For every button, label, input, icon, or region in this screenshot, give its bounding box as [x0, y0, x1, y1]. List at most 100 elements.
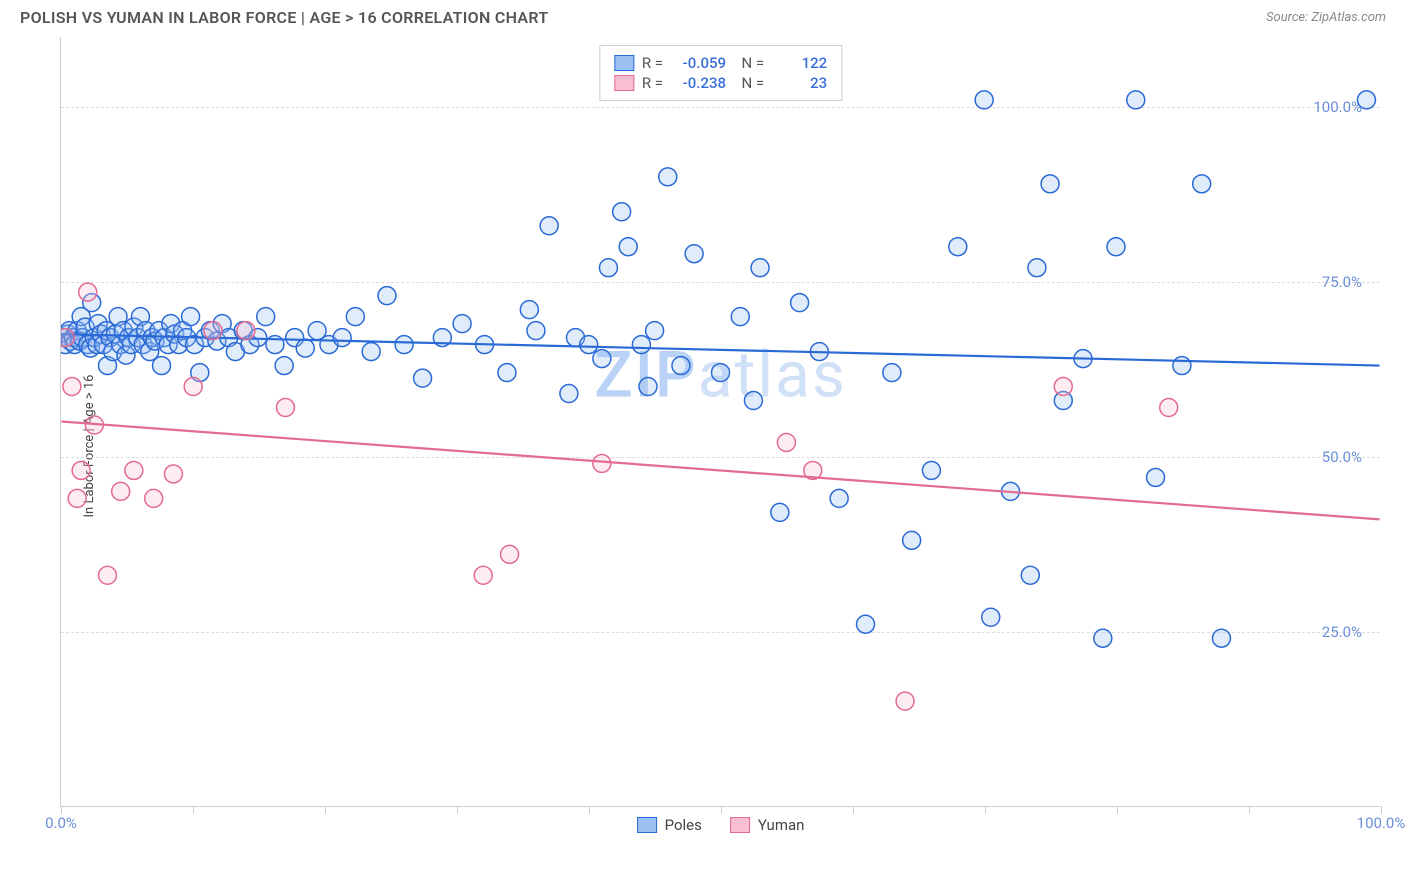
scatter-point: [922, 461, 940, 479]
legend-item: Poles: [637, 816, 702, 834]
legend-swatch: [614, 55, 634, 71]
stat-r-value: -0.238: [671, 74, 726, 92]
scatter-point: [1094, 629, 1112, 647]
regression-line: [61, 334, 1379, 365]
stats-legend: R = -0.059 N = 122R = -0.238 N = 23: [599, 45, 842, 101]
scatter-point: [333, 329, 351, 347]
scatter-point: [61, 329, 74, 347]
scatter-point: [501, 545, 519, 563]
x-tick: [589, 806, 590, 814]
stat-r-label: R =: [642, 74, 663, 92]
scatter-point: [1357, 91, 1375, 109]
scatter-point: [639, 378, 657, 396]
scatter-point: [276, 399, 294, 417]
scatter-point: [184, 378, 202, 396]
scatter-point: [72, 461, 90, 479]
scatter-point: [540, 217, 558, 235]
scatter-point: [771, 503, 789, 521]
chart-plot-area: ZIPatlas 25.0%50.0%75.0%100.0% 0.0%100.0…: [60, 37, 1380, 807]
scatter-point: [580, 336, 598, 354]
x-tick: [1117, 806, 1118, 814]
x-tick: [853, 806, 854, 814]
legend-label: Poles: [665, 816, 702, 834]
scatter-point: [560, 385, 578, 403]
series-legend: Poles Yuman: [637, 816, 805, 834]
scatter-point: [498, 364, 516, 382]
stat-n-value: 122: [772, 54, 827, 72]
x-tick: [457, 806, 458, 814]
x-tick: [61, 806, 62, 814]
scatter-point: [857, 615, 875, 633]
scatter-point: [1054, 378, 1072, 396]
scatter-point: [731, 308, 749, 326]
scatter-point: [1160, 399, 1178, 417]
scatter-point: [744, 392, 762, 410]
scatter-point: [237, 322, 255, 340]
scatter-point: [830, 489, 848, 507]
x-tick: [325, 806, 326, 814]
stats-legend-row: R = -0.059 N = 122: [614, 54, 827, 72]
scatter-point: [346, 308, 364, 326]
scatter-point: [204, 322, 222, 340]
legend-swatch: [730, 817, 750, 833]
scatter-point: [896, 692, 914, 710]
scatter-point: [296, 339, 314, 357]
stat-r-label: R =: [642, 54, 663, 72]
scatter-point: [751, 259, 769, 277]
x-tick: [193, 806, 194, 814]
scatter-point: [527, 322, 545, 340]
scatter-point: [275, 357, 293, 375]
x-tick-label: 100.0%: [1357, 814, 1406, 832]
scatter-point: [68, 489, 86, 507]
scatter-point: [593, 454, 611, 472]
stat-r-value: -0.059: [671, 54, 726, 72]
scatter-point: [1127, 91, 1145, 109]
scatter-point: [362, 343, 380, 361]
legend-label: Yuman: [758, 816, 805, 834]
scatter-point: [613, 203, 631, 221]
scatter-point: [646, 322, 664, 340]
scatter-point: [182, 308, 200, 326]
scatter-point: [949, 238, 967, 256]
legend-item: Yuman: [730, 816, 805, 834]
scatter-point: [777, 433, 795, 451]
scatter-point: [791, 294, 809, 312]
scatter-point: [903, 531, 921, 549]
scatter-point: [712, 364, 730, 382]
scatter-point: [672, 357, 690, 375]
scatter-point: [975, 91, 993, 109]
scatter-point: [685, 245, 703, 263]
scatter-point: [632, 336, 650, 354]
scatter-point: [1041, 175, 1059, 193]
stat-n-value: 23: [772, 74, 827, 92]
scatter-point: [153, 357, 171, 375]
scatter-point: [1107, 238, 1125, 256]
scatter-point: [378, 287, 396, 305]
stat-n-label: N =: [734, 54, 764, 72]
chart-header: POLISH VS YUMAN IN LABOR FORCE | AGE > 1…: [0, 0, 1406, 31]
scatter-point: [1173, 357, 1191, 375]
scatter-point: [79, 283, 97, 301]
x-tick: [1381, 806, 1382, 814]
scatter-point: [1147, 468, 1165, 486]
scatter-point: [112, 482, 130, 500]
scatter-point: [593, 350, 611, 368]
scatter-point: [659, 168, 677, 186]
scatter-point: [125, 461, 143, 479]
chart-title: POLISH VS YUMAN IN LABOR FORCE | AGE > 1…: [20, 8, 549, 27]
scatter-point: [1021, 566, 1039, 584]
scatter-point: [619, 238, 637, 256]
x-tick: [1249, 806, 1250, 814]
scatter-svg: [61, 37, 1380, 806]
scatter-point: [395, 336, 413, 354]
regression-line: [61, 422, 1379, 520]
scatter-point: [1212, 629, 1230, 647]
x-tick-label: 0.0%: [45, 814, 77, 832]
scatter-point: [164, 465, 182, 483]
stat-n-label: N =: [734, 74, 764, 92]
scatter-point: [1028, 259, 1046, 277]
scatter-point: [599, 259, 617, 277]
scatter-point: [520, 301, 538, 319]
legend-swatch: [614, 75, 634, 91]
scatter-point: [414, 369, 432, 387]
